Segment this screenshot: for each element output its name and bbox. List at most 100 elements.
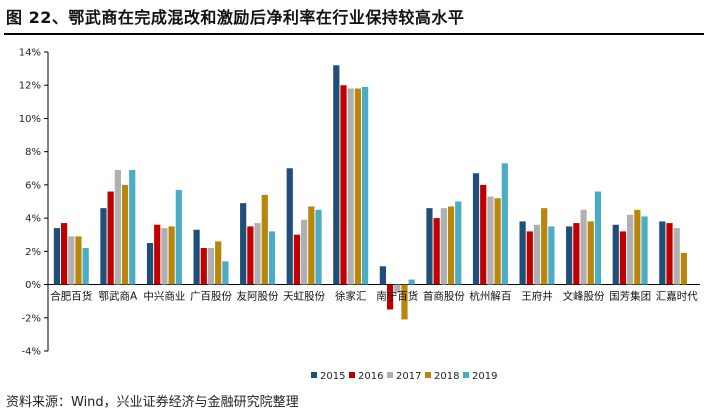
bar-2015-9 — [472, 173, 480, 285]
bar-2018-11 — [587, 221, 594, 285]
bar-2018-10 — [541, 208, 548, 285]
y-tick-label: 6% — [25, 180, 41, 191]
bar-2019-1 — [129, 169, 136, 285]
x-tick-label: 杭州解百 — [469, 290, 511, 303]
bar-2019-5 — [315, 209, 322, 285]
bar-2019-0 — [82, 248, 89, 285]
bar-2015-3 — [193, 229, 200, 285]
bar-2017-3 — [207, 248, 215, 285]
x-tick-label: 友阿股份 — [237, 290, 279, 303]
legend-label-2015: 2015 — [320, 371, 345, 382]
x-tick-label: 天虹股份 — [283, 291, 325, 303]
y-tick-label: 4% — [25, 214, 41, 225]
legend-swatch-2018 — [425, 372, 431, 378]
bar-2018-7 — [401, 284, 408, 320]
bar-2017-4 — [254, 223, 261, 285]
axis-layer — [44, 51, 700, 352]
bar-2018-8 — [447, 206, 455, 285]
bar-2019-4 — [268, 231, 276, 285]
bar-2016-3 — [200, 248, 207, 285]
y-tick-label: 2% — [25, 247, 41, 258]
y-tick-label: 8% — [25, 147, 41, 158]
bar-2016-12 — [619, 231, 627, 285]
bar-2018-13 — [680, 252, 688, 285]
bar-2015-2 — [146, 243, 154, 285]
x-tick-label: 徐家汇 — [335, 290, 367, 303]
x-tick-label: 文峰股份 — [563, 290, 605, 303]
y-tick-label: -2% — [22, 313, 41, 324]
bar-2015-11 — [566, 226, 573, 285]
bar-2018-0 — [75, 236, 82, 285]
x-tick-label: 王府井 — [521, 290, 553, 303]
bar-2015-4 — [240, 203, 247, 285]
bar-2019-10 — [548, 226, 555, 285]
bar-2015-8 — [426, 208, 433, 285]
bar-2019-6 — [362, 86, 369, 285]
bar-2015-5 — [286, 168, 293, 285]
bar-2017-2 — [161, 228, 168, 285]
bar-2016-4 — [247, 226, 254, 285]
bar-2017-0 — [68, 236, 75, 285]
bar-2015-7 — [379, 266, 386, 285]
bar-2016-2 — [154, 224, 161, 285]
x-tick-label: 首商股份 — [423, 290, 465, 303]
bar-2019-7 — [408, 279, 415, 285]
legend-label-2016: 2016 — [358, 371, 383, 382]
legend-swatch-2019 — [463, 372, 469, 378]
bar-2015-6 — [333, 65, 340, 285]
bar-2017-8 — [440, 208, 447, 285]
bar-2019-11 — [594, 191, 602, 285]
bar-2017-1 — [114, 169, 121, 285]
legend-swatch-2016 — [349, 372, 355, 378]
bar-2016-11 — [573, 223, 580, 285]
bar-2015-10 — [519, 221, 526, 285]
bar-2018-2 — [168, 226, 175, 285]
bar-2019-8 — [455, 201, 462, 285]
bar-2018-5 — [308, 206, 315, 285]
bar-2017-10 — [533, 224, 541, 285]
bar-2017-5 — [301, 219, 308, 285]
bar-2019-12 — [641, 216, 648, 285]
bar-2016-1 — [107, 191, 114, 285]
bar-2016-7 — [386, 284, 394, 310]
bar-2018-12 — [634, 209, 641, 285]
y-tick-label: 0% — [25, 280, 41, 291]
y-tick-label: 10% — [19, 114, 41, 125]
bar-2016-10 — [526, 231, 533, 285]
bar-2016-8 — [433, 218, 440, 285]
legend-swatch-2015 — [311, 372, 317, 378]
y-tick-label: 12% — [19, 81, 41, 92]
bar-2016-9 — [480, 184, 487, 285]
bar-2017-12 — [627, 214, 634, 285]
legend-swatch-2017 — [387, 372, 393, 378]
bar-2018-1 — [121, 184, 129, 285]
y-tick-label: -4% — [22, 347, 41, 358]
x-tick-label: 国芳集团 — [609, 290, 651, 303]
chart-title: 图 22、鄂武商在完成混改和激励后净利率在行业保持较高水平 — [6, 8, 465, 27]
bar-2019-3 — [222, 261, 229, 285]
labels-layer: -4% -2% 0% 2% 4% 6% 8% 10% 12% 14% 合肥百货 鄂武商A 中兴商业 广百股… — [19, 48, 698, 358]
bar-2017-11 — [580, 209, 587, 285]
bar-2019-2 — [175, 189, 182, 285]
x-tick-label: 南宁百货 — [376, 290, 418, 303]
bar-2018-9 — [494, 198, 501, 285]
bar-2017-13 — [673, 228, 680, 285]
bar-2018-6 — [354, 88, 362, 285]
source-note: 资料来源：Wind，兴业证券经济与金融研究院整理 — [6, 395, 299, 410]
legend-label-2018: 2018 — [434, 371, 459, 382]
bar-2015-13 — [659, 221, 666, 285]
y-tick-label: 14% — [19, 48, 41, 59]
bar-2016-0 — [60, 223, 68, 285]
title-rule — [4, 33, 704, 35]
bar-2017-7 — [394, 284, 401, 293]
legend-label-2019: 2019 — [472, 371, 497, 382]
legend: 2015 2016 2017 2018 2019 — [311, 371, 497, 382]
bar-2017-6 — [347, 88, 354, 285]
bar-2017-9 — [487, 196, 494, 285]
x-tick-label: 中兴商业 — [143, 290, 185, 303]
bar-2018-3 — [215, 241, 222, 285]
bar-2015-0 — [53, 228, 60, 285]
bars-layer — [53, 65, 688, 320]
legend-label-2017: 2017 — [396, 371, 421, 382]
